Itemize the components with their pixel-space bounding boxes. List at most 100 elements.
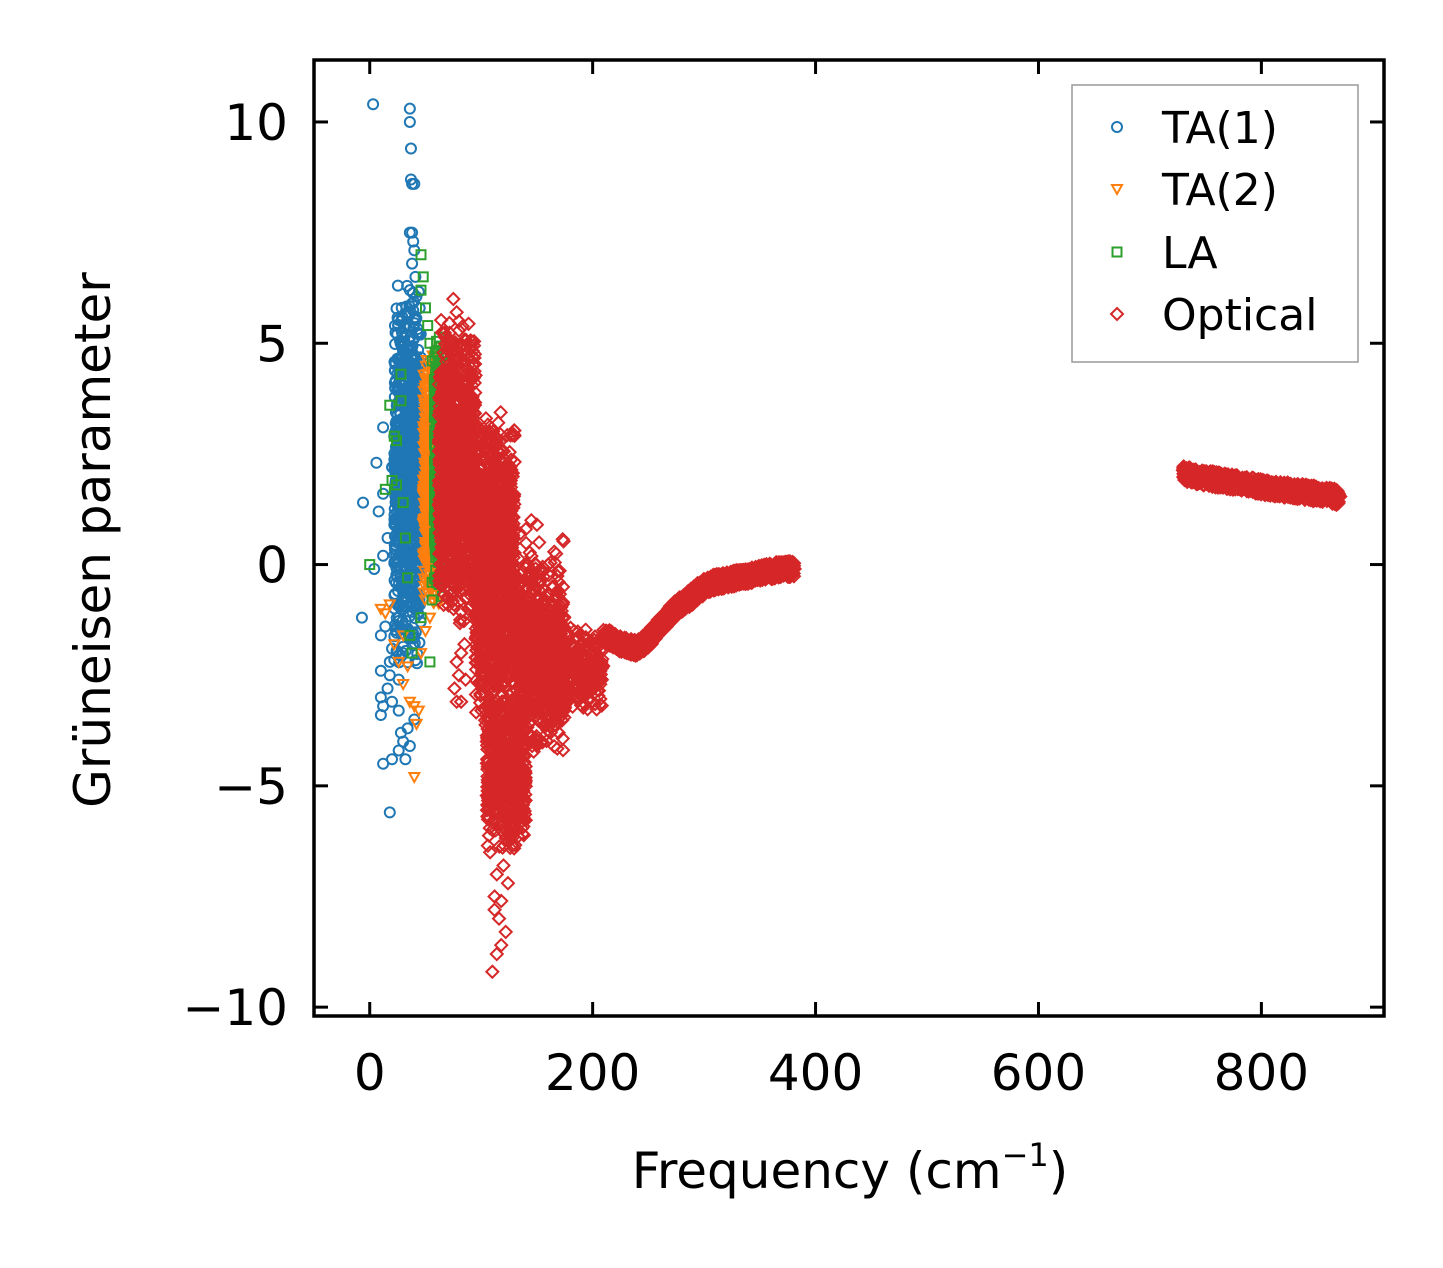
data-point-ta1 (386, 461, 399, 474)
data-point-optical (479, 430, 495, 446)
data-point-ta1 (409, 626, 422, 639)
data-point-ta1 (389, 326, 402, 339)
data-point-ta1 (397, 471, 410, 484)
data-point-ta2 (378, 608, 393, 621)
data-point-la (395, 368, 407, 380)
data-point-optical (468, 478, 484, 493)
data-point-ta2 (407, 772, 422, 785)
data-point-optical (436, 325, 452, 341)
data-point-la (417, 271, 429, 283)
data-point-ta2 (424, 584, 438, 597)
data-point-la (404, 629, 416, 641)
data-point-ta1 (406, 257, 419, 270)
data-point-optical (491, 445, 507, 460)
data-point-optical (447, 522, 463, 538)
data-point-optical (453, 503, 469, 519)
data-point-ta1 (367, 98, 380, 111)
series-optical (431, 291, 1348, 980)
data-point-ta1 (406, 382, 419, 395)
data-point-optical (436, 458, 452, 474)
data-point-ta1 (370, 456, 383, 469)
data-point-ta1 (403, 115, 416, 128)
data-point-ta2 (412, 705, 426, 718)
data-point-ta2 (418, 466, 433, 479)
data-point-optical (444, 403, 460, 419)
data-point-ta1 (404, 142, 417, 155)
data-point-optical (436, 525, 452, 541)
data-point-ta1 (392, 319, 405, 332)
data-point-optical (503, 428, 518, 443)
data-point-optical (493, 603, 509, 619)
data-point-ta2 (418, 383, 433, 396)
data-point-optical (503, 452, 519, 468)
data-point-la (415, 249, 427, 261)
data-point-optical (435, 570, 451, 586)
data-point-ta1 (401, 306, 414, 319)
data-point-ta1 (377, 549, 390, 562)
data-point-ta1 (393, 455, 406, 468)
data-point-optical (494, 502, 510, 518)
data-point-optical (457, 519, 473, 535)
data-point-ta1 (407, 333, 420, 346)
data-point-optical (477, 442, 493, 458)
data-point-ta1 (390, 490, 403, 503)
data-point-optical (464, 334, 480, 350)
data-point-optical (435, 426, 451, 442)
data-point-ta1 (389, 417, 402, 430)
data-point-optical (456, 377, 472, 393)
data-point-optical (432, 431, 448, 447)
data-point-la (390, 479, 402, 491)
data-point-ta2 (414, 648, 428, 661)
data-point-optical (447, 493, 463, 509)
data-point-ta1 (409, 654, 422, 667)
data-point-optical (503, 523, 518, 539)
data-point-ta1 (404, 570, 417, 583)
data-point-ta1 (406, 226, 419, 239)
data-point-ta1 (392, 447, 405, 460)
data-point-la (419, 302, 431, 314)
data-point-optical (489, 431, 505, 447)
data-point-ta1 (399, 517, 412, 530)
data-point-ta1 (399, 753, 412, 766)
data-point-ta1 (392, 704, 405, 717)
data-point-la (415, 284, 427, 296)
data-point-optical (437, 348, 453, 364)
data-point-optical (434, 577, 450, 593)
data-point-la (426, 594, 438, 606)
data-point-optical (435, 559, 451, 575)
data-point-optical (446, 597, 462, 612)
data-point-ta2 (418, 625, 433, 639)
data-point-optical (451, 323, 467, 338)
data-point-ta1 (403, 284, 416, 297)
data-point-optical (462, 364, 478, 380)
data-point-ta1 (355, 611, 368, 624)
data-point-optical (433, 402, 449, 418)
data-point-optical (439, 589, 455, 605)
data-point-optical (442, 449, 457, 465)
data-point-optical (481, 426, 497, 441)
data-point-la (424, 337, 436, 349)
data-point-ta2 (417, 565, 432, 578)
data-point-optical (445, 338, 461, 354)
data-point-optical (433, 524, 449, 540)
data-point-optical (468, 590, 484, 606)
data-point-optical (443, 512, 459, 528)
data-point-la (379, 483, 391, 495)
data-point-optical (435, 432, 451, 447)
data-point-optical (456, 472, 472, 488)
data-point-optical (442, 533, 458, 549)
data-point-ta2 (418, 475, 433, 488)
data-point-optical (451, 571, 467, 587)
data-point-optical (451, 394, 467, 410)
data-point-ta1 (392, 744, 405, 757)
data-point-ta1 (391, 496, 404, 509)
data-point-la (415, 612, 427, 624)
data-point-ta2 (387, 639, 401, 652)
data-point-ta1 (407, 525, 420, 538)
data-point-ta2 (423, 612, 437, 625)
data-point-optical (445, 578, 461, 594)
data-point-ta1 (401, 447, 414, 460)
data-point-la (422, 320, 434, 332)
